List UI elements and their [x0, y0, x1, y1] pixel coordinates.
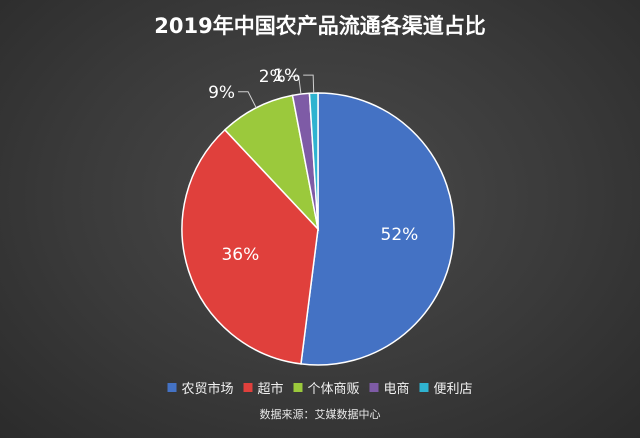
- data-label-4: 1%: [273, 66, 300, 86]
- leader-lines: [238, 74, 315, 109]
- legend-label-0: 农贸市场: [182, 381, 234, 397]
- data-label-3: 2%: [259, 67, 286, 87]
- pie-slice-1: [181, 128, 319, 365]
- data-label-1: 36%: [221, 245, 259, 265]
- legend-swatch-1: [243, 383, 253, 392]
- chart-title: 2019年中国农产品流通各渠道占比: [154, 14, 485, 38]
- data-label-0: 52%: [381, 225, 419, 245]
- leader-line-3: [288, 75, 302, 95]
- legend-swatch-2: [293, 383, 303, 392]
- legend: 农贸市场 超市 个体商贩 电商 便利店: [167, 381, 473, 397]
- leader-line-2: [238, 91, 257, 109]
- legend-label-1: 超市: [258, 381, 284, 397]
- data-source-note: 数据来源：艾媒数据中心: [260, 407, 381, 421]
- legend-label-4: 便利店: [434, 382, 473, 397]
- legend-label-2: 个体商贩: [308, 382, 360, 397]
- pie-slices: [181, 92, 455, 366]
- legend-label-3: 电商: [384, 382, 410, 397]
- legend-swatch-3: [369, 383, 379, 392]
- pie-slice-0: [300, 92, 455, 366]
- leader-line-4: [303, 74, 315, 94]
- data-labels: 52% 36% 9% 2%1%: [208, 66, 418, 265]
- legend-swatch-0: [167, 383, 177, 392]
- legend-swatch-4: [419, 383, 429, 392]
- data-label-2: 9%: [208, 83, 235, 103]
